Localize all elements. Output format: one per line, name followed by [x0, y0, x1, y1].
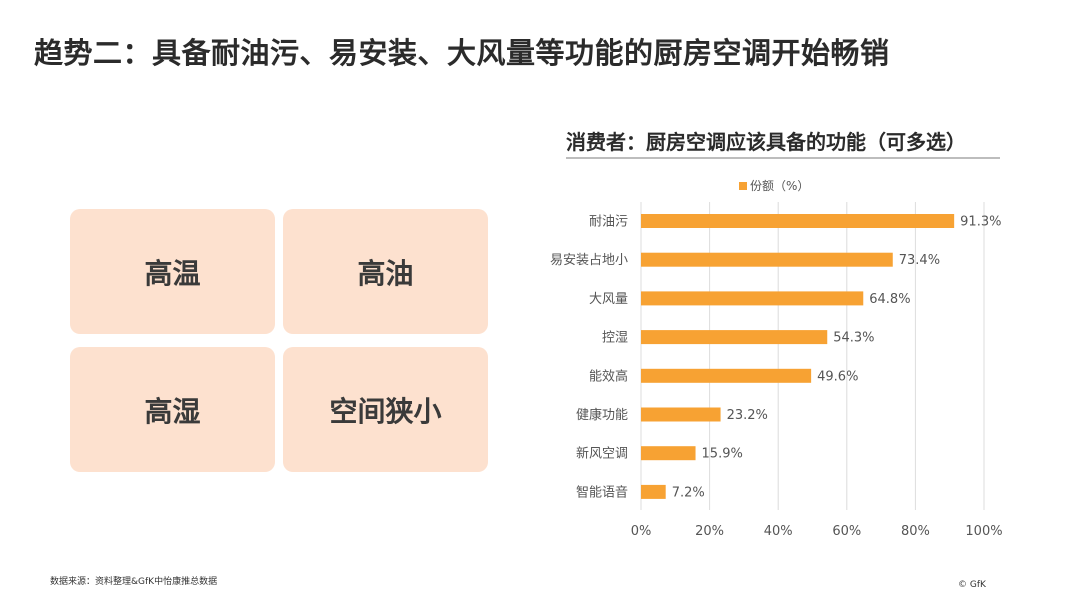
bar	[641, 446, 696, 461]
bar	[641, 484, 666, 499]
x-tick-label: 20%	[695, 524, 724, 539]
x-tick-label: 0%	[631, 524, 652, 539]
category-label: 能效高	[589, 368, 628, 384]
chart-title: 消费者：厨房空调应该具备的功能（可多选）	[566, 130, 966, 154]
category-label: 控湿	[602, 331, 628, 346]
category-label: 耐油污	[589, 215, 628, 230]
data-label: 49.6%	[817, 369, 858, 384]
bar	[641, 368, 812, 383]
bar	[641, 252, 893, 267]
tile-high-temperature: 高温	[70, 209, 275, 334]
category-label: 新风空调	[576, 446, 628, 462]
category-label: 易安装占地小	[550, 253, 628, 268]
tile-small-space: 空间狭小	[283, 347, 488, 472]
legend-label: 份额（%）	[750, 179, 809, 193]
data-label: 15.9%	[702, 447, 743, 462]
data-label: 7.2%	[672, 485, 705, 500]
bar	[641, 214, 955, 228]
bar	[641, 330, 828, 345]
chart-title-underline	[566, 157, 1000, 159]
category-label: 健康功能	[576, 407, 628, 423]
data-label: 73.4%	[899, 253, 940, 268]
x-tick-label: 60%	[832, 524, 861, 539]
tile-high-humidity: 高湿	[70, 347, 275, 472]
tile-high-oil: 高油	[283, 209, 488, 334]
data-label: 23.2%	[727, 408, 768, 423]
data-source-note: 数据来源：资料整理&GfK中怡康推总数据	[50, 577, 218, 587]
legend-swatch	[739, 182, 747, 190]
category-label: 智能语音	[576, 484, 628, 500]
category-label: 大风量	[589, 292, 628, 307]
x-tick-label: 100%	[965, 524, 1002, 539]
data-label: 54.3%	[833, 331, 874, 346]
data-label: 91.3%	[960, 215, 1001, 230]
page-title: 趋势二：具备耐油污、易安装、大风量等功能的厨房空调开始畅销	[34, 36, 890, 70]
x-tick-label: 80%	[901, 524, 930, 539]
bar	[641, 407, 721, 422]
bar	[641, 291, 864, 306]
data-label: 64.8%	[869, 292, 910, 307]
copyright-notice: © GfK	[958, 580, 986, 590]
x-tick-label: 40%	[764, 524, 793, 539]
